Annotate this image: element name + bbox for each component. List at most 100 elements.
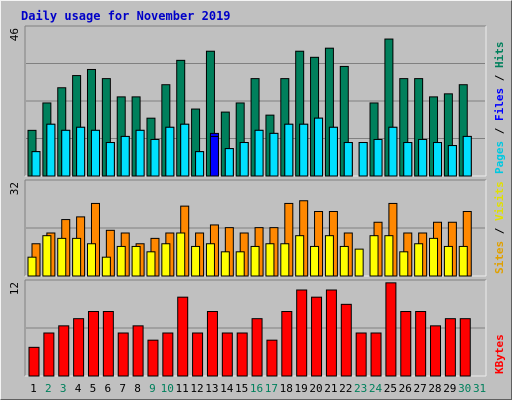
- bar-pages-day-10: [165, 126, 175, 177]
- bar-sites-day-27: [414, 243, 424, 277]
- bar-sites-day-5: [86, 243, 96, 277]
- bar-kbytes-day-10: [162, 332, 174, 377]
- bar-pages-day-24: [373, 138, 383, 177]
- bar-kbytes-day-28: [430, 325, 442, 377]
- x-tick-label-day-3: 3: [60, 382, 67, 395]
- bar-pages-day-11: [180, 123, 190, 177]
- bar-kbytes-day-9: [147, 339, 159, 377]
- bar-pages-day-30: [462, 135, 472, 177]
- legend-kbytes: KBytes: [493, 334, 506, 374]
- x-tick-label-day-19: 19: [294, 382, 307, 395]
- legend-item-kbytes: KBytes: [493, 334, 506, 374]
- legend-hits: Pages / Files / Hits: [493, 42, 506, 175]
- bar-kbytes-day-26: [400, 311, 412, 377]
- x-tick-label-day-20: 20: [309, 382, 322, 395]
- bar-sites-day-17: [265, 243, 275, 277]
- bar-kbytes-day-30: [459, 318, 471, 377]
- bar-pages-day-20: [314, 117, 324, 177]
- x-tick-label-day-31: 31: [473, 382, 486, 395]
- x-tick-label-day-12: 12: [190, 382, 203, 395]
- bar-sites-day-15: [235, 251, 245, 277]
- x-tick-label-day-22: 22: [339, 382, 352, 395]
- bar-kbytes-day-27: [415, 311, 427, 377]
- y-max-label: 32: [8, 182, 21, 195]
- y-max-label: 46: [8, 28, 21, 41]
- bar-kbytes-day-20: [311, 296, 323, 377]
- bar-pages-day-25: [388, 126, 398, 177]
- x-tick-label-day-13: 13: [205, 382, 218, 395]
- x-tick-label-day-26: 26: [399, 382, 412, 395]
- bar-sites-day-23: [354, 248, 364, 277]
- bar-sites-day-6: [101, 256, 111, 277]
- x-tick-label-day-21: 21: [324, 382, 337, 395]
- bar-pages-day-14: [224, 148, 234, 177]
- bar-pages-day-15: [239, 142, 249, 177]
- y-max-label: 12: [8, 282, 21, 295]
- bar-kbytes-day-21: [325, 289, 337, 377]
- bar-kbytes-day-19: [296, 289, 308, 377]
- bar-pages-day-19: [299, 123, 309, 177]
- bar-pages-day-22: [343, 142, 353, 177]
- bar-kbytes-day-14: [221, 332, 233, 377]
- bar-sites-day-4: [72, 237, 82, 277]
- bar-kbytes-day-7: [117, 332, 129, 377]
- x-tick-label-day-14: 14: [220, 382, 234, 395]
- bar-sites-day-8: [131, 245, 141, 277]
- bar-pages-day-9: [150, 138, 160, 177]
- bar-pages-day-18: [284, 123, 294, 177]
- bar-sites-day-12: [191, 245, 201, 277]
- bar-sites-day-16: [250, 245, 260, 277]
- x-tick-label-day-24: 24: [369, 382, 383, 395]
- bar-sites-day-30: [458, 245, 468, 277]
- bar-kbytes-day-17: [266, 339, 278, 377]
- legend-separator: /: [493, 121, 506, 141]
- bar-sites-day-13: [205, 243, 215, 277]
- bar-kbytes-day-8: [132, 325, 144, 377]
- bar-pages-day-4: [76, 126, 86, 177]
- x-tick-label-day-9: 9: [149, 382, 156, 395]
- bar-kbytes-day-25: [385, 282, 397, 377]
- bar-pages-day-16: [254, 129, 264, 177]
- bar-kbytes-day-18: [281, 311, 293, 377]
- bar-sites-day-29: [443, 245, 453, 277]
- bar-sites-day-14: [220, 251, 230, 277]
- bar-kbytes-day-22: [340, 303, 352, 377]
- x-tick-label-day-17: 17: [265, 382, 278, 395]
- x-tick-label-day-8: 8: [134, 382, 141, 395]
- bar-sites-day-28: [429, 237, 439, 277]
- legend-item-pages: Pages: [493, 141, 506, 174]
- bar-kbytes-day-1: [28, 346, 40, 377]
- bar-sites-day-1: [27, 256, 37, 277]
- x-tick-label-day-23: 23: [354, 382, 367, 395]
- bar-sites-day-11: [176, 232, 186, 277]
- bar-sites-day-24: [369, 235, 379, 277]
- bar-pages-day-6: [105, 142, 115, 177]
- x-tick-label-day-28: 28: [428, 382, 441, 395]
- bar-kbytes-day-4: [73, 318, 85, 377]
- x-tick-label-day-1: 1: [30, 382, 37, 395]
- x-tick-label-day-7: 7: [119, 382, 126, 395]
- bar-sites-day-19: [295, 235, 305, 277]
- bar-sites-day-25: [384, 235, 394, 277]
- x-tick-label-day-18: 18: [280, 382, 293, 395]
- bar-kbytes-day-11: [177, 296, 189, 377]
- x-tick-label-day-5: 5: [90, 382, 97, 395]
- x-tick-label-day-30: 30: [458, 382, 471, 395]
- bar-kbytes-day-12: [192, 332, 204, 377]
- bar-pages-day-7: [120, 135, 130, 177]
- bar-sites-day-20: [310, 245, 320, 277]
- bar-kbytes-day-29: [444, 318, 456, 377]
- bar-kbytes-day-3: [58, 325, 70, 377]
- legend-item-hits: Hits: [493, 42, 506, 69]
- bar-kbytes-day-5: [87, 311, 99, 377]
- bar-pages-day-5: [90, 129, 100, 177]
- bar-sites-day-22: [339, 245, 349, 277]
- legend-item-sites: Sites: [493, 241, 506, 274]
- bar-kbytes-day-16: [251, 318, 263, 377]
- x-tick-label-day-27: 27: [413, 382, 426, 395]
- bar-pages-day-21: [328, 126, 338, 177]
- bar-pages-day-8: [135, 129, 145, 177]
- bar-kbytes-day-13: [206, 311, 218, 377]
- legend-separator: /: [493, 68, 506, 88]
